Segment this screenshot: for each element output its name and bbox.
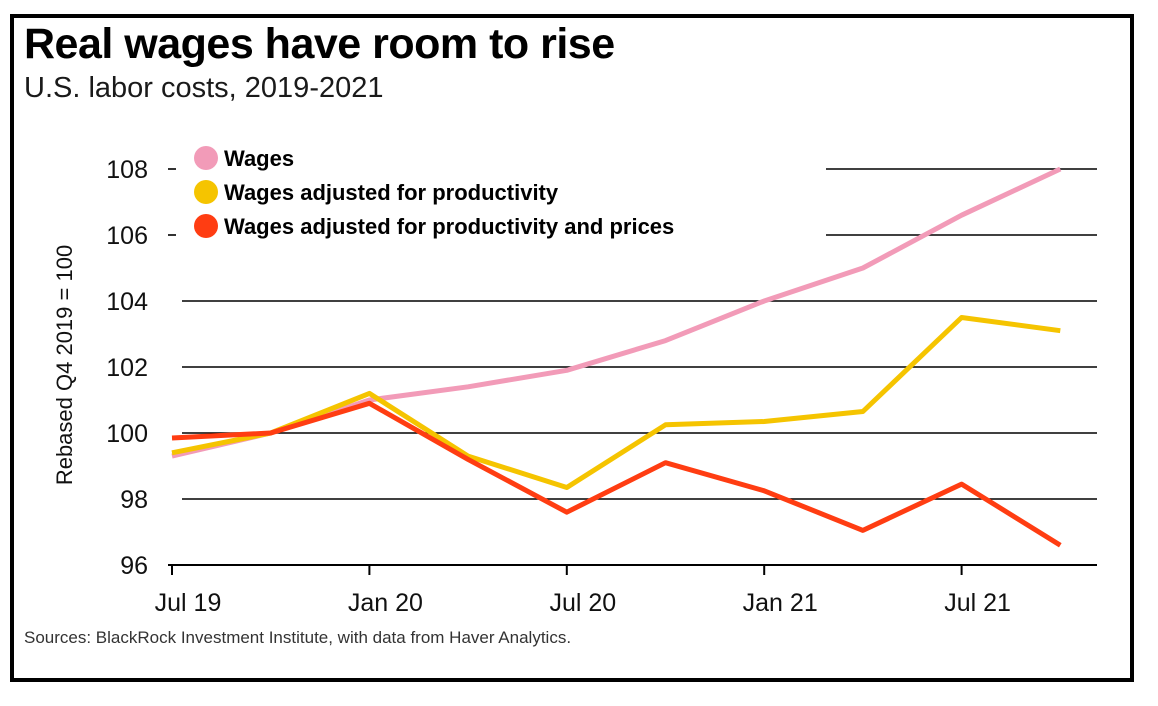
legend-marker-2: [194, 180, 218, 204]
legend-label-1: Wages: [224, 146, 294, 171]
series-lines: [171, 166, 1062, 548]
y-tick-label: 106: [106, 222, 148, 250]
chart-title: Real wages have room to rise: [24, 20, 615, 68]
x-tick-label: Jan 20: [348, 589, 423, 617]
chart-frame: [10, 14, 1134, 682]
x-tick-label: Jan 21: [743, 589, 818, 617]
y-tick-label: 100: [106, 420, 148, 448]
series-line-3: [171, 400, 1062, 548]
x-tick-label: Jul 21: [944, 589, 1011, 617]
y-tick-label: 108: [106, 156, 148, 184]
legend-label-3: Wages adjusted for productivity and pric…: [224, 214, 674, 239]
series-line-1: [171, 166, 1062, 459]
y-tick-label: 102: [106, 354, 148, 382]
x-tick-label: Jul 19: [155, 589, 222, 617]
legend-marker-1: [194, 146, 218, 170]
legend-label-2: Wages adjusted for productivity: [224, 180, 559, 205]
x-axis: Jul 19 Jan 20 Jul 20 Jan 21 Jul 21: [155, 564, 1097, 617]
y-tick-label: 96: [120, 552, 148, 580]
series-line-2: [171, 315, 1061, 490]
legend-marker-3: [194, 214, 218, 238]
chart-subtitle: U.S. labor costs, 2019-2021: [24, 72, 384, 104]
y-axis-label: Rebased Q4 2019 = 100: [52, 245, 77, 485]
y-tick-label: 98: [120, 486, 148, 514]
y-tick-label: 104: [106, 288, 148, 316]
grid-lines: [182, 168, 1097, 500]
x-tick-label: Jul 20: [549, 589, 616, 617]
legend: Wages Wages adjusted for productivity Wage…: [194, 146, 674, 239]
source-note: Sources: BlackRock Investment Institute,…: [24, 628, 572, 647]
y-axis-ticks: 96 98 100 102 104 106 108: [106, 156, 176, 580]
